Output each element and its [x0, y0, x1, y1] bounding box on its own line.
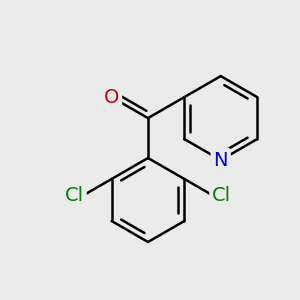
Text: N: N	[214, 151, 228, 169]
Text: O: O	[104, 88, 119, 106]
Text: Cl: Cl	[65, 187, 84, 206]
Text: Cl: Cl	[212, 187, 231, 206]
